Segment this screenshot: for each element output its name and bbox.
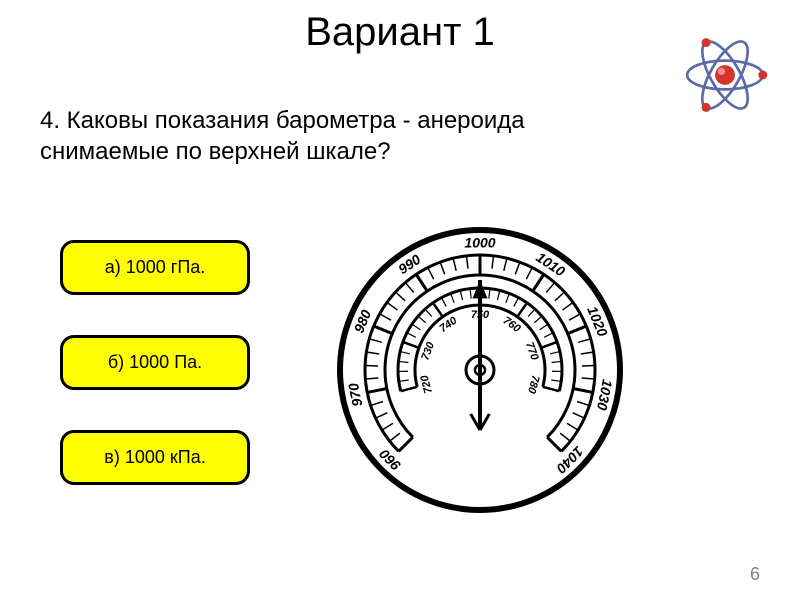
- answer-option-a[interactable]: а) 1000 гПа.: [60, 240, 250, 295]
- svg-text:1000: 1000: [464, 235, 495, 251]
- page-number: 6: [750, 564, 760, 585]
- answers-group: а) 1000 гПа. б) 1000 Па. в) 1000 кПа.: [60, 240, 250, 485]
- answer-label: в) 1000 кПа.: [104, 447, 205, 468]
- atom-icon: [680, 30, 770, 120]
- answer-label: а) 1000 гПа.: [105, 257, 206, 278]
- barometer-gauge: 9609709809901000101010201030104072073074…: [330, 220, 630, 520]
- answer-option-b[interactable]: б) 1000 Па.: [60, 335, 250, 390]
- answer-option-c[interactable]: в) 1000 кПа.: [60, 430, 250, 485]
- question-text: 4. Каковы показания барометра - анероида…: [40, 105, 660, 167]
- answer-label: б) 1000 Па.: [108, 352, 202, 373]
